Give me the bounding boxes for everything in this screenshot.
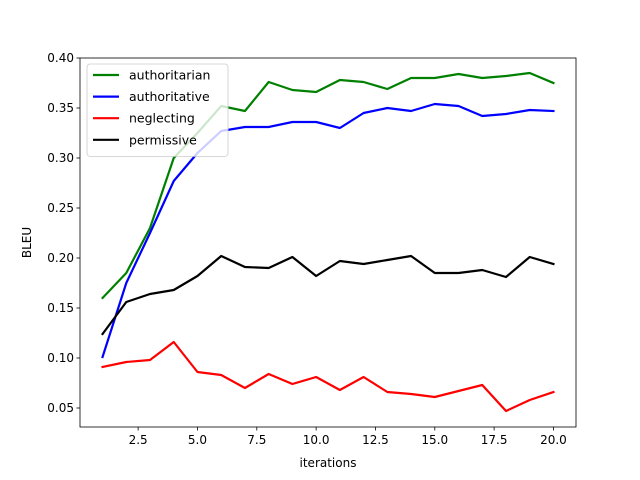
- y-axis: 0.05 0.10 0.15 0.20 0.25 0.30 0.35 0.40: [47, 51, 80, 415]
- y-tick-label: 0.25: [47, 201, 74, 215]
- x-axis: 2.5 5.0 7.5 10.0 12.5 15.0 17.5 20.0: [129, 427, 567, 447]
- series-line-neglecting: [101, 340, 555, 413]
- legend-box: [86, 63, 229, 157]
- x-tick-label: 20.0: [540, 433, 567, 447]
- x-axis-label: iterations: [300, 456, 357, 470]
- y-tick-label: 0.10: [47, 351, 74, 365]
- x-tick-label: 12.5: [362, 433, 389, 447]
- x-tick-label: 15.0: [421, 433, 448, 447]
- y-tick-label: 0.30: [47, 151, 74, 165]
- plot-frame: [79, 57, 577, 428]
- legend-label-permissive: permissive: [129, 132, 197, 147]
- x-tick-label: 5.0: [188, 433, 207, 447]
- series-line-permissive: [101, 254, 555, 336]
- x-tick-label: 2.5: [129, 433, 148, 447]
- y-tick-label: 0.15: [47, 301, 74, 315]
- y-tick-label: 0.05: [47, 401, 74, 415]
- x-tick-label: 7.5: [247, 433, 266, 447]
- x-tick-label: 10.0: [303, 433, 330, 447]
- legend-label-neglecting: neglecting: [129, 111, 195, 126]
- y-tick-label: 0.35: [47, 101, 74, 115]
- series-line-authoritative: [101, 102, 555, 359]
- x-tick-label: 17.5: [481, 433, 508, 447]
- y-tick-label: 0.20: [47, 251, 74, 265]
- y-tick-label: 0.40: [47, 51, 74, 65]
- legend-label-authoritative: authoritative: [129, 89, 210, 104]
- y-axis-label: BLEU: [20, 227, 34, 258]
- legend-label-authoritarian: authoritarian: [129, 68, 210, 83]
- legend: authoritarian authoritative neglecting perm…: [86, 63, 229, 157]
